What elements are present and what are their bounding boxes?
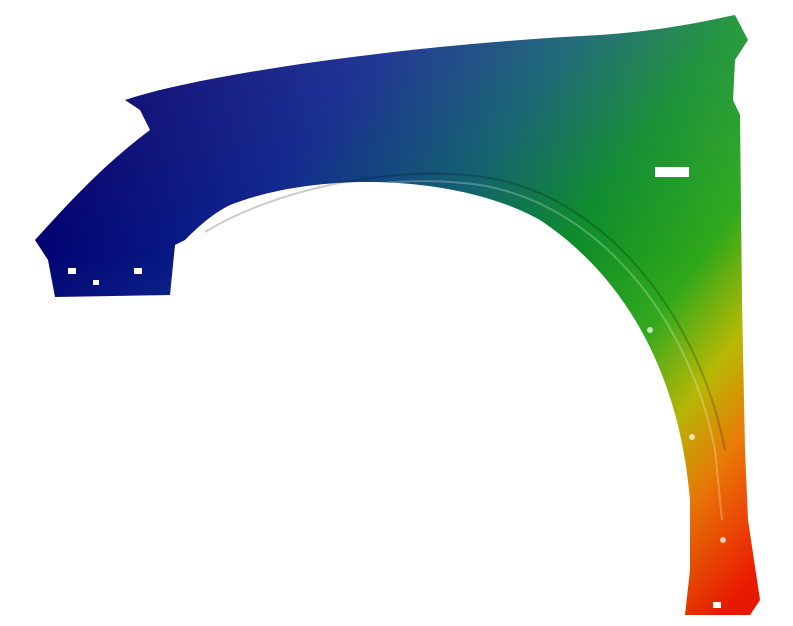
- bolt-hole: [345, 195, 351, 201]
- arch-flange: [199, 180, 723, 521]
- fender-shading: [35, 15, 760, 615]
- bolt-hole: [249, 217, 255, 223]
- side-slot: [655, 167, 689, 177]
- bolt-hole: [459, 204, 465, 210]
- bolt-hole: [689, 434, 695, 440]
- bolt-hole: [566, 244, 572, 250]
- bolt-hole: [647, 327, 653, 333]
- front-tabs: [68, 268, 721, 608]
- bolt-hole: [720, 537, 726, 543]
- tab-hole: [134, 268, 142, 274]
- tab-hole: [713, 602, 721, 608]
- tab-hole: [68, 268, 76, 274]
- tab-hole: [93, 280, 99, 285]
- arch-flange-inner: [204, 172, 726, 451]
- bolt-holes: [249, 195, 726, 543]
